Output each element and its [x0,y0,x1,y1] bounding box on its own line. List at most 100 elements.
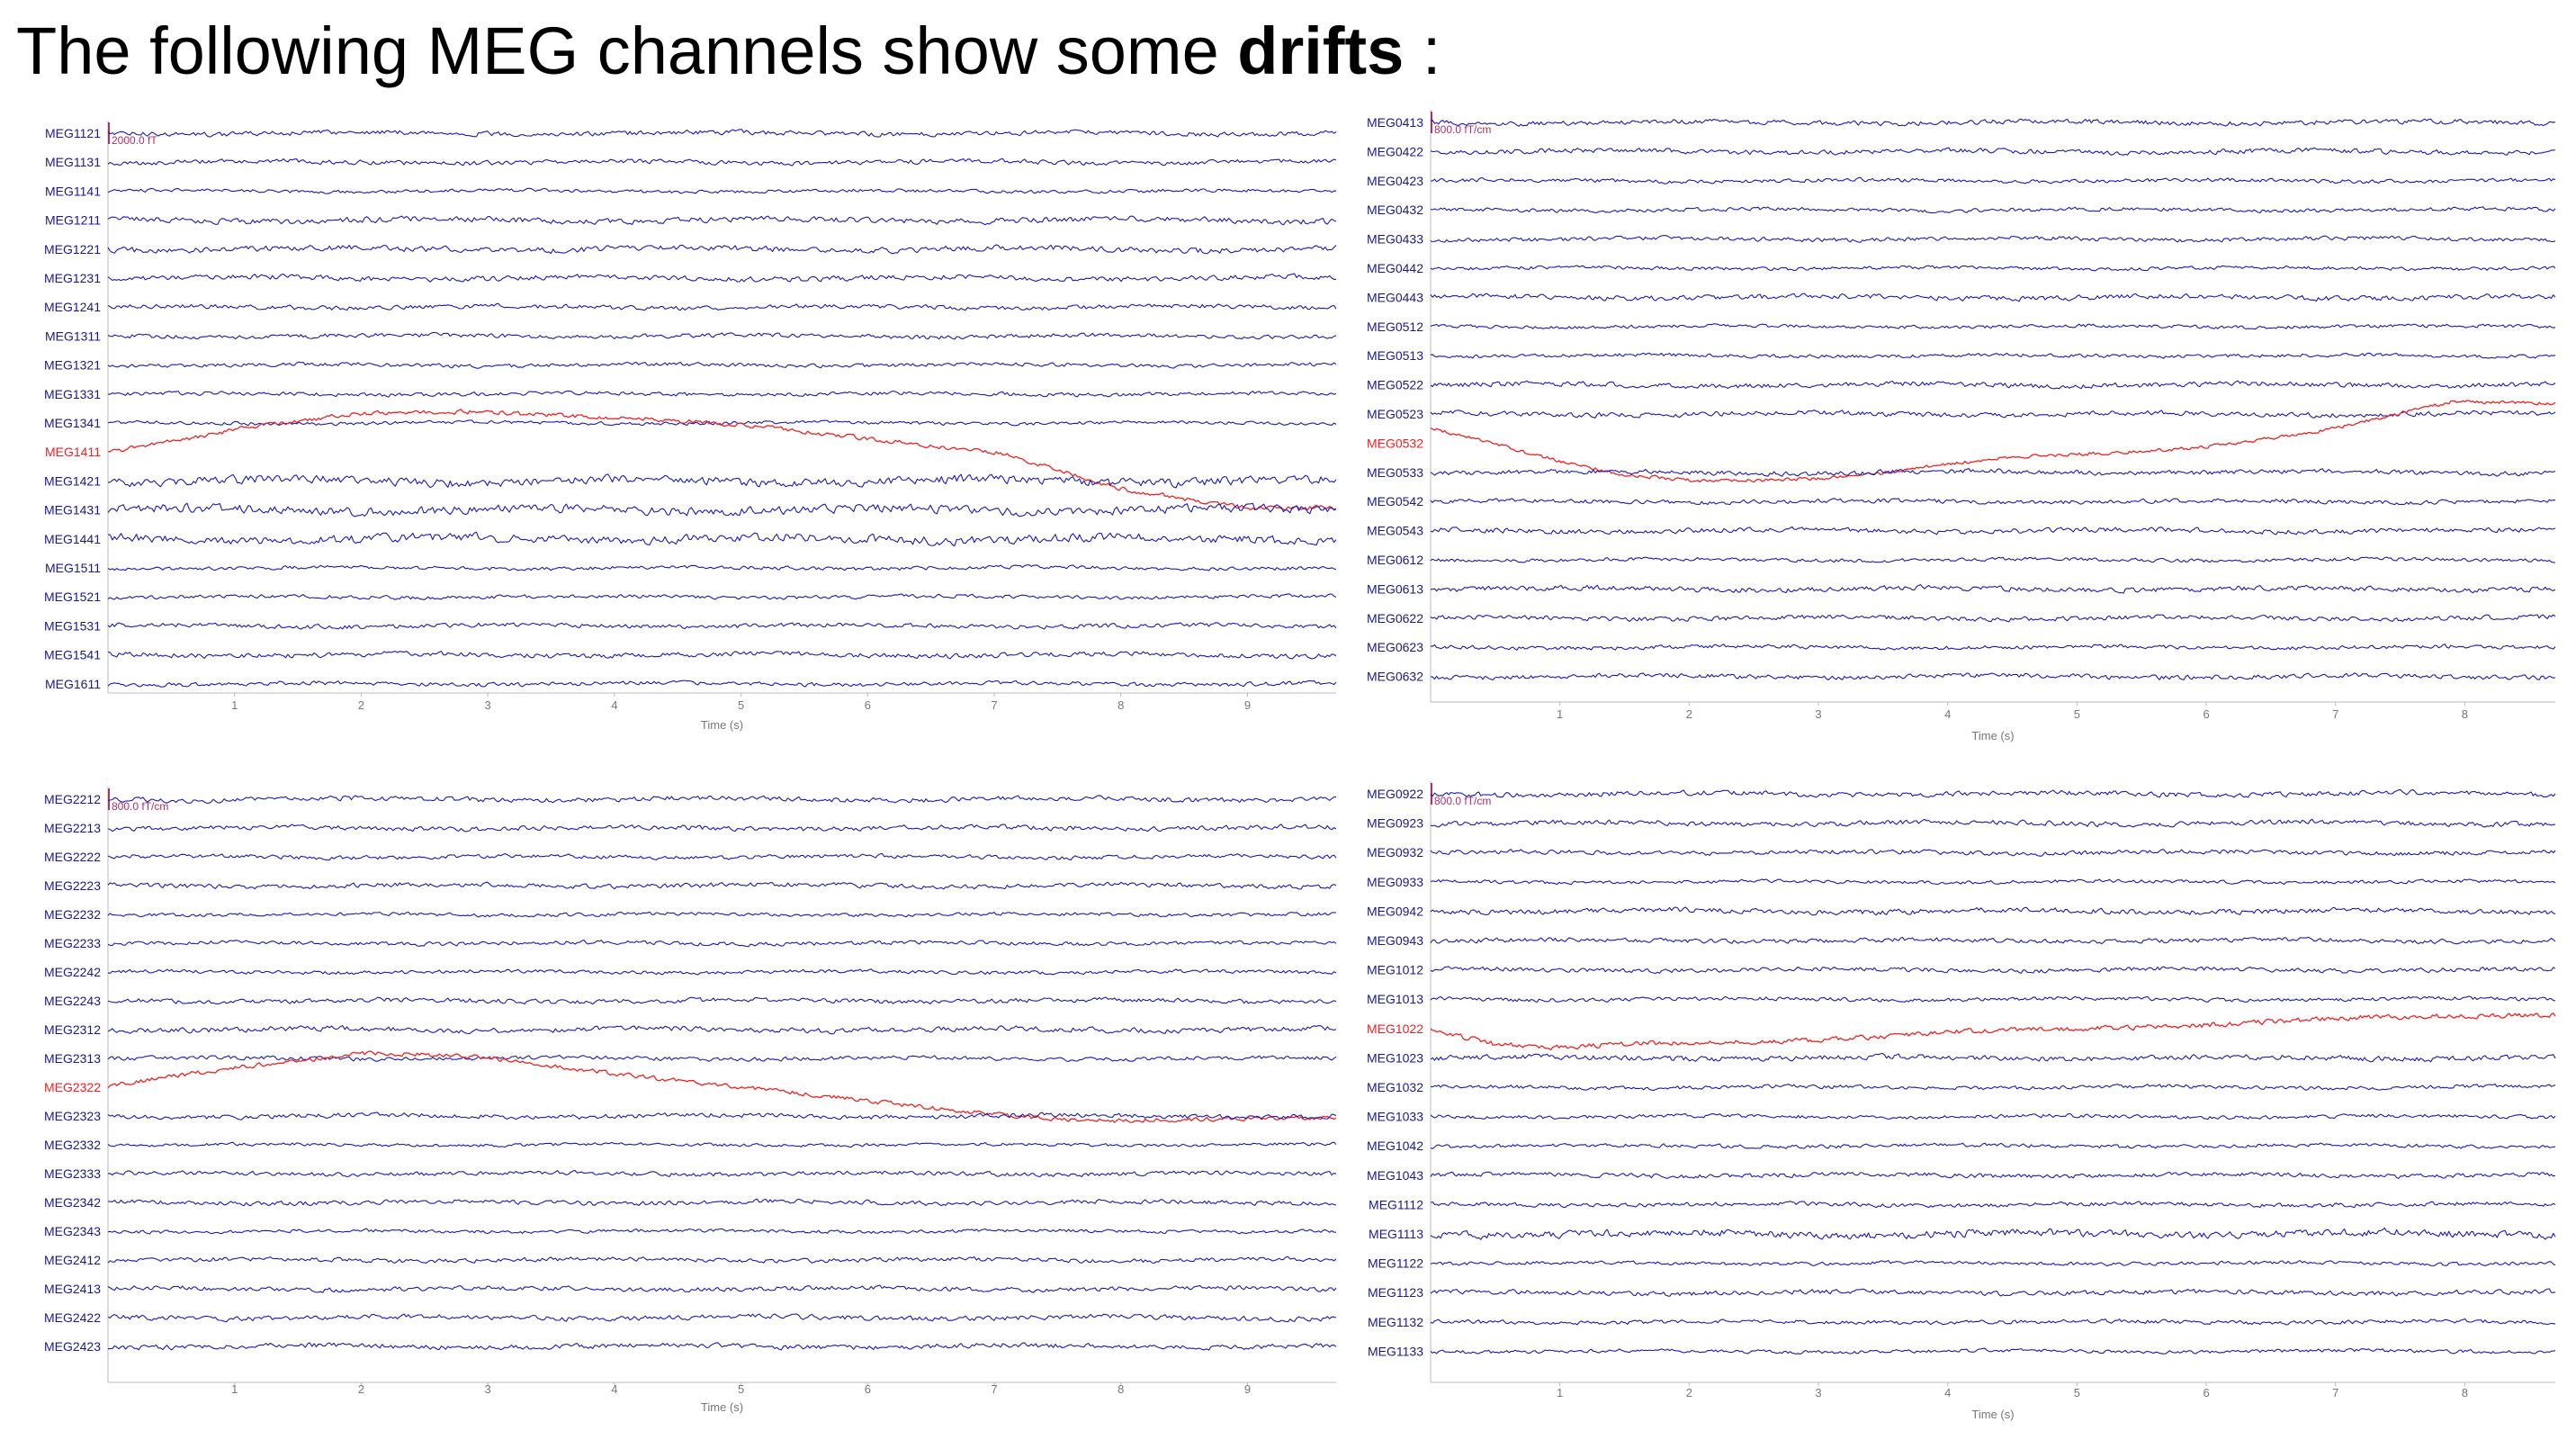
channel-trace [107,1170,1337,1178]
channel-trace [107,593,1337,600]
x-tick-label: 8 [1117,1382,1124,1396]
panel-top-right: 800.0 fT/cm 1 2 3 4 5 6 7 8 Time (s) MEG0413 MEG042… [1350,90,2573,756]
chart-bottom-left: 800.0 fT/cm 1 2 3 4 5 6 7 8 9 Time (s) MEG2212 MEG22… [44,787,1337,1414]
channel-trace [1430,498,2556,506]
channel-label: MEG1231 [44,271,101,285]
channel-label: MEG1431 [44,503,101,518]
x-tick-label: 4 [611,1382,617,1396]
channel-trace [1430,323,2556,330]
channel-trace [107,881,1337,890]
channel-trace [1430,206,2556,214]
x-tick-label: 9 [1244,1382,1251,1396]
channel-trace [107,361,1337,369]
channel-label: MEG0433 [1367,232,1423,247]
channel-trace [1430,147,2556,156]
channel-label: MEG2222 [44,850,101,864]
channel-trace [1430,235,2556,243]
x-tick-label: 5 [738,1382,744,1396]
channel-trace [107,1284,1337,1293]
channel-label: MEG2413 [44,1282,101,1296]
chart-bottom-right: 800.0 fT/cm 1 2 3 4 5 6 7 8 Time (s) MEG0922 MEG092… [1367,781,2556,1421]
channel-label: MEG0612 [1367,553,1423,567]
x-tick-label: 8 [1117,698,1124,712]
title-suffix: : [1404,14,1441,88]
channel-label: MEG0932 [1367,845,1423,860]
channel-trace [1430,644,2556,651]
channel-label: MEG2223 [44,878,101,893]
channel-trace [107,331,1337,340]
channel-label: MEG2242 [44,965,101,979]
channel-trace [1430,1347,2556,1355]
x-tick-label: 8 [2462,1386,2468,1400]
channel-label: MEG1511 [45,561,101,575]
x-tick-label: 5 [2074,707,2080,721]
chart-top-right: 800.0 fT/cm 1 2 3 4 5 6 7 8 Time (s) MEG0413 MEG042… [1367,110,2556,742]
channel-label: MEG1331 [44,387,101,401]
channel-trace [1430,1201,2556,1209]
scale-label: 800.0 fT/cm [1434,123,1491,136]
channel-label: MEG0522 [1367,378,1423,392]
x-tick-label: 3 [485,698,491,712]
channel-label: MEG2213 [44,821,101,835]
channel-label: MEG1441 [44,532,101,546]
channel-label: MEG1122 [1368,1256,1423,1271]
x-tick-label: 1 [1557,1386,1563,1400]
channel-trace [107,824,1337,832]
channel-trace [107,1025,1337,1035]
channel-label: MEG1131 [45,155,101,169]
channel-trace [107,1342,1337,1351]
channel-trace [1430,556,2556,563]
channel-trace [107,680,1337,688]
channel-trace [1430,672,2556,681]
channel-label: MEG0632 [1367,670,1423,684]
channel-label: MEG1221 [44,242,101,256]
channel-trace [107,129,1337,138]
channel-label: MEG2412 [44,1253,101,1267]
x-tick-label: 6 [865,698,871,712]
channel-label: MEG0533 [1367,465,1423,480]
channel-trace [107,215,1337,226]
channel-label: MEG0523 [1367,407,1423,421]
channel-trace [107,244,1337,255]
channel-label: MEG1521 [44,590,101,604]
channel-trace [107,651,1337,660]
channel-label: MEG1411 [45,445,101,459]
channel-trace [1430,1142,2556,1149]
channel-trace [107,1198,1337,1207]
channel-label: MEG1043 [1367,1168,1423,1183]
channel-label: MEG1611 [45,677,101,691]
bad-channel-trace [1430,400,2556,483]
channel-trace [1430,995,2556,1004]
channel-trace [1430,1083,2556,1092]
panel-bottom-left: 800.0 fT/cm 1 2 3 4 5 6 7 8 9 Time (s) MEG2212 MEG22… [0,774,1350,1414]
x-tick-label: 1 [231,1382,238,1396]
channel-trace [1430,1318,2556,1326]
channel-label: MEG0422 [1367,144,1423,158]
channel-trace [1430,410,2556,418]
channel-label: MEG0532 [1367,436,1423,450]
channel-trace [107,1112,1337,1120]
channel-label: MEG1321 [44,358,101,373]
title-bold: drifts [1237,14,1405,88]
channel-trace [1430,878,2556,886]
x-tick-label: 6 [2203,1386,2209,1400]
channel-trace [1430,584,2556,594]
x-tick-label: 6 [865,1382,871,1396]
channel-label: MEG2233 [44,936,101,950]
channel-trace [107,1141,1337,1148]
channel-label: MEG0943 [1367,933,1423,948]
channel-trace [1430,788,2556,798]
channel-trace [1430,1112,2556,1120]
channel-label: MEG0443 [1367,290,1423,304]
channel-label: MEG2312 [44,1022,101,1037]
channel-label: MEG1113 [1369,1227,1423,1241]
channel-label: MEG0942 [1367,904,1423,918]
channel-trace [1430,966,2556,975]
x-tick-label: 7 [991,698,997,712]
x-tick-label: 7 [2332,707,2338,721]
x-tick-label: 2 [1686,707,1692,721]
x-tick-label: 2 [358,1382,364,1396]
channel-label: MEG0622 [1367,611,1423,626]
channel-label: MEG2212 [44,792,101,806]
channel-label: MEG1132 [1368,1315,1423,1329]
